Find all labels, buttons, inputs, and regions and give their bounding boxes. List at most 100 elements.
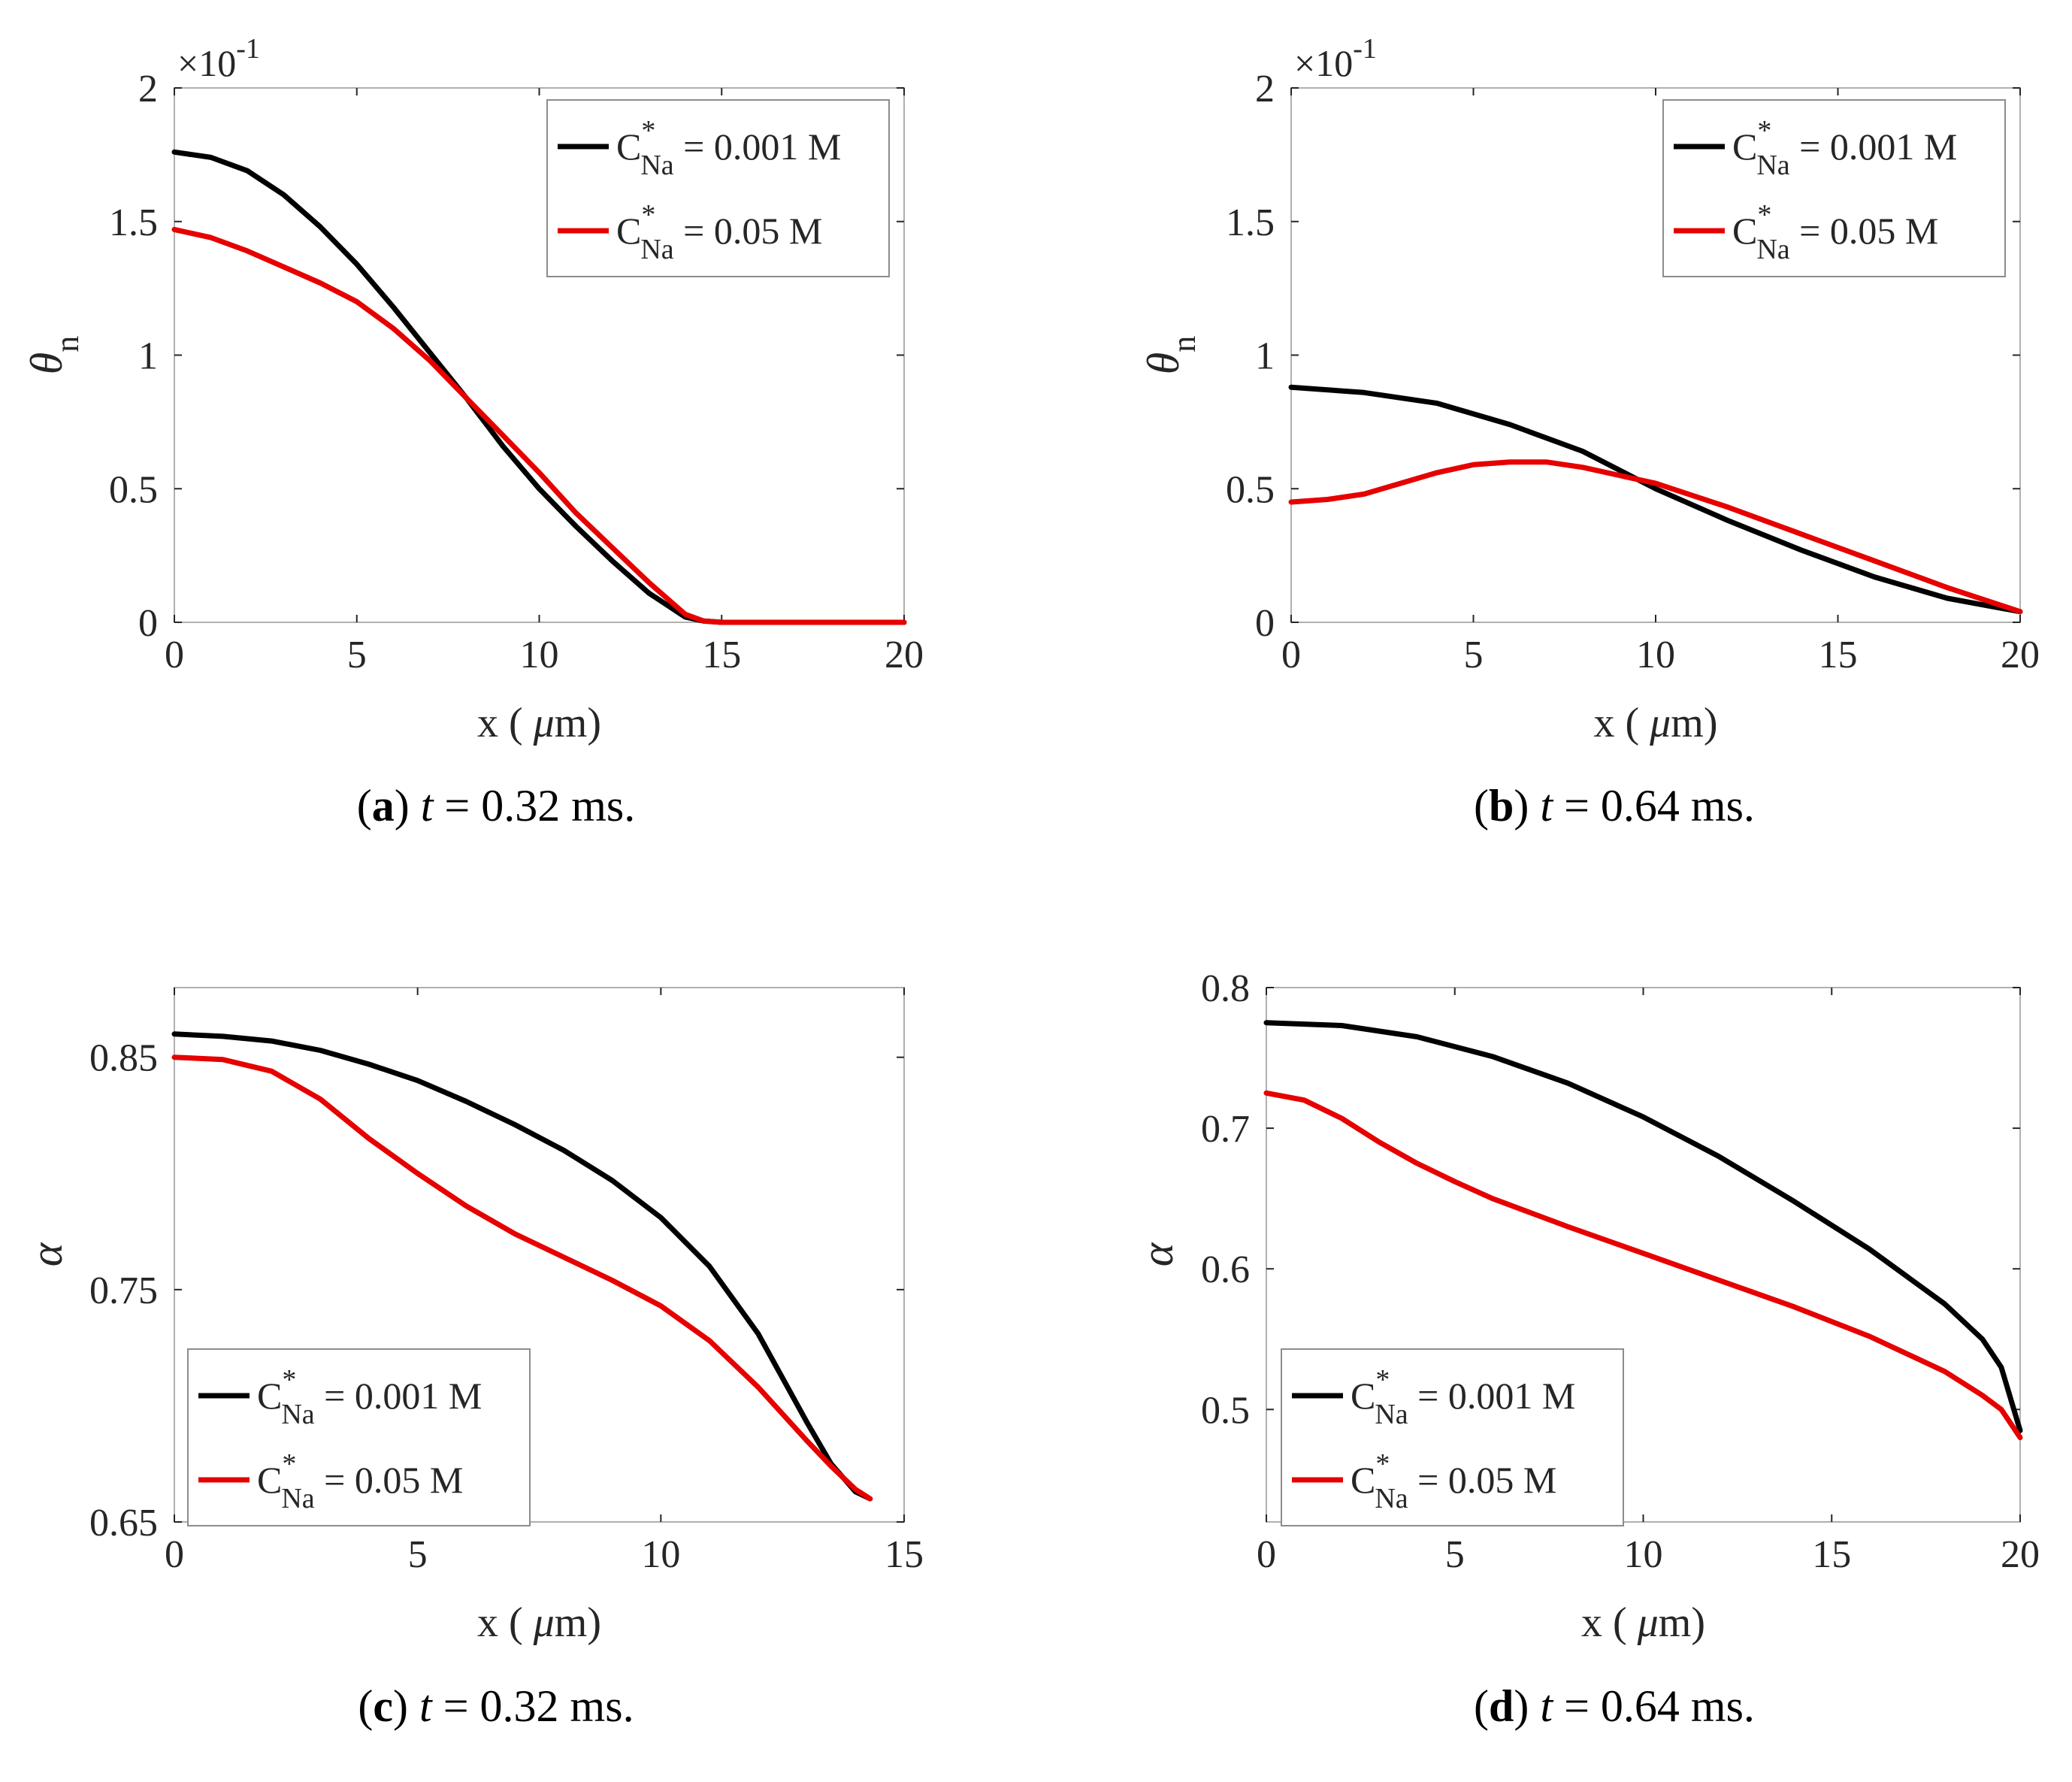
legend-value: = 0.05 M bbox=[674, 210, 823, 252]
y-tick-label: 0.65 bbox=[89, 1502, 158, 1545]
legend-superscript: * bbox=[641, 199, 655, 231]
y-tick-label: 0.5 bbox=[109, 468, 158, 511]
caption-space bbox=[1590, 781, 1601, 830]
x-title-mu: μ bbox=[1637, 1599, 1659, 1646]
caption-space bbox=[1590, 1681, 1601, 1731]
y-tick-label: 1 bbox=[138, 335, 158, 378]
legend: C* Na = 0.001 M C * Na = 0.05 M bbox=[1662, 99, 2006, 277]
x-title-mu: μ bbox=[533, 1599, 555, 1646]
y-tick-label: 1.5 bbox=[1226, 201, 1275, 244]
x-axis-title: x ( μm) bbox=[1594, 700, 1718, 746]
legend-entry: C* Na = 0.001 M bbox=[1351, 1364, 1575, 1430]
legend-value: = 0.001 M bbox=[315, 1375, 482, 1417]
caption-label: c bbox=[373, 1681, 393, 1731]
y-tick-label: 0 bbox=[138, 602, 158, 645]
caption-t: t bbox=[1540, 781, 1553, 830]
y-title-symbol: α bbox=[1133, 1242, 1182, 1266]
x-tick-label: 15 bbox=[1819, 634, 1858, 676]
x-tick-label: 10 bbox=[1624, 1533, 1663, 1576]
x-tick-label: 20 bbox=[2001, 1533, 2040, 1576]
caption-space bbox=[433, 781, 444, 830]
legend-superscript: * bbox=[641, 115, 655, 147]
legend-value: = 0.001 M bbox=[1408, 1375, 1576, 1417]
caption-label: a bbox=[372, 781, 395, 830]
caption-space bbox=[469, 1681, 480, 1731]
panel-caption: (d) t = 0.64 ms. bbox=[1474, 1681, 1755, 1731]
x-tick-label: 0 bbox=[1281, 634, 1301, 676]
caption-paren-close: ) bbox=[393, 1681, 419, 1731]
series-line-black bbox=[171, 1031, 873, 1502]
legend-superscript: * bbox=[1757, 115, 1771, 147]
legend-symbol: C bbox=[1351, 1459, 1375, 1501]
legend-box bbox=[1662, 99, 2006, 277]
legend-subscript: Na bbox=[281, 1483, 314, 1514]
y-title-symbol: α bbox=[22, 1242, 71, 1266]
caption-space bbox=[432, 1681, 443, 1731]
chart-panel-c: 0 5 10 150.650.750.85x ( μm)αC* Na = 0.001 M… bbox=[22, 987, 924, 1731]
legend-subscript: Na bbox=[640, 234, 673, 265]
x-tick-label: 10 bbox=[641, 1533, 680, 1576]
legend-entry: C* Na = 0.001 M bbox=[616, 115, 841, 181]
y-title-subscript: n bbox=[1166, 336, 1202, 352]
legend-symbol: C bbox=[616, 126, 641, 168]
y-title-symbol: θ bbox=[1139, 352, 1188, 374]
series-line-red bbox=[171, 1054, 873, 1502]
x-title-mu: μ bbox=[533, 700, 555, 746]
caption-space bbox=[470, 781, 481, 830]
multiplier-base: ×10 bbox=[1294, 42, 1353, 84]
legend-entry: C* Na = 0.001 M bbox=[257, 1364, 482, 1430]
caption-paren-open: ( bbox=[358, 1681, 373, 1731]
x-title-pre: x ( bbox=[477, 700, 534, 746]
legend-symbol: C bbox=[257, 1459, 282, 1501]
x-tick-label: 15 bbox=[702, 634, 741, 676]
legend-symbol: C bbox=[616, 210, 641, 252]
x-title-pre: x ( bbox=[1581, 1599, 1638, 1646]
caption-t: t bbox=[1540, 1681, 1553, 1731]
caption-value: 0.64 ms. bbox=[1601, 1681, 1755, 1731]
multiplier-base: ×10 bbox=[177, 42, 236, 84]
legend-value: = 0.001 M bbox=[1790, 126, 1958, 168]
legend-entry: C* Na = 0.05 M bbox=[616, 199, 822, 265]
legend-symbol: C bbox=[1732, 210, 1757, 252]
caption-paren-open: ( bbox=[357, 781, 372, 830]
x-tick-label: 0 bbox=[165, 1533, 184, 1576]
caption-t: t bbox=[419, 1681, 433, 1731]
y-tick-label: 0.75 bbox=[89, 1269, 158, 1312]
legend-entry: C* Na = 0.001 M bbox=[1732, 115, 1957, 181]
caption-value: 0.32 ms. bbox=[481, 781, 635, 830]
y-tick-label: 1.5 bbox=[109, 201, 158, 244]
y-tick-label: 2 bbox=[1255, 68, 1275, 110]
legend-value: = 0.05 M bbox=[1790, 210, 1939, 252]
caption-paren-close: ) bbox=[395, 781, 421, 830]
caption-space bbox=[1553, 1681, 1564, 1731]
y-title-subscript: n bbox=[49, 336, 86, 352]
caption-equals: = bbox=[1564, 1681, 1590, 1731]
legend-value: = 0.05 M bbox=[315, 1459, 464, 1501]
y-tick-label: 0.5 bbox=[1201, 1389, 1250, 1432]
legend-box bbox=[187, 1348, 531, 1526]
multiplier-exponent: -1 bbox=[236, 33, 260, 65]
x-axis-title: x ( μm) bbox=[477, 700, 601, 746]
y-axis-title: θn bbox=[1139, 336, 1202, 374]
x-axis-title: x ( μm) bbox=[1581, 1599, 1705, 1646]
legend-value: = 0.001 M bbox=[674, 126, 842, 168]
y-tick-label: 0.6 bbox=[1201, 1248, 1250, 1291]
y-axis-title: α bbox=[1133, 1242, 1182, 1266]
x-tick-label: 20 bbox=[2001, 634, 2040, 676]
x-tick-label: 5 bbox=[408, 1533, 428, 1576]
x-tick-label: 10 bbox=[520, 634, 559, 676]
caption-value: 0.32 ms. bbox=[480, 1681, 634, 1731]
legend: C* Na = 0.001 MC* Na = 0.05 M bbox=[187, 1348, 531, 1526]
x-tick-label: 5 bbox=[347, 634, 367, 676]
x-title-post: m) bbox=[1671, 700, 1717, 746]
legend-superscript: * bbox=[1375, 1448, 1390, 1480]
caption-equals: = bbox=[443, 1681, 469, 1731]
y-tick-label: 0.7 bbox=[1201, 1108, 1250, 1151]
x-tick-label: 5 bbox=[1464, 634, 1484, 676]
legend-subscript: Na bbox=[1756, 234, 1789, 265]
x-axis-title: x ( μm) bbox=[477, 1599, 601, 1646]
legend-box bbox=[546, 99, 890, 277]
